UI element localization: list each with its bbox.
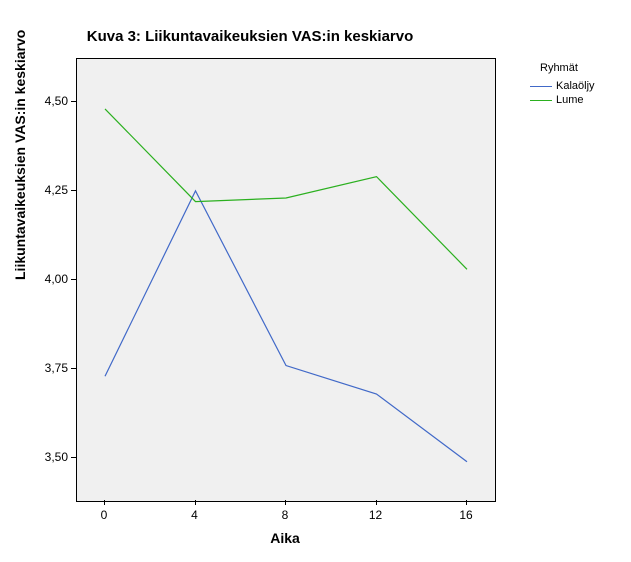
- x-tick: [104, 500, 105, 505]
- series-line-kalaöljy: [105, 191, 467, 462]
- series-line-lume: [105, 109, 467, 269]
- y-tick-label: 3,50: [34, 450, 68, 464]
- y-tick-label: 4,25: [34, 183, 68, 197]
- y-tick: [71, 101, 76, 102]
- x-tick-label: 8: [270, 508, 300, 522]
- legend-swatch-icon: [530, 86, 552, 87]
- y-tick-label: 4,00: [34, 272, 68, 286]
- x-tick-label: 4: [180, 508, 210, 522]
- y-tick: [71, 279, 76, 280]
- legend-label: Lume: [556, 94, 584, 106]
- plot-area: [76, 58, 496, 502]
- y-tick: [71, 190, 76, 191]
- chart-lines-svg: [77, 59, 495, 501]
- chart-container: Kuva 3: Liikuntavaikeuksien VAS:in keski…: [0, 0, 631, 562]
- legend-item-kalaöljy: Kalaöljy: [530, 80, 595, 92]
- y-axis-label: Liikuntavaikeuksien VAS:in keskiarvo: [12, 30, 28, 280]
- x-tick-label: 16: [451, 508, 481, 522]
- legend-swatch-icon: [530, 100, 552, 101]
- x-tick-label: 12: [361, 508, 391, 522]
- legend-title: Ryhmät: [540, 62, 578, 74]
- legend-item-lume: Lume: [530, 94, 584, 106]
- x-tick: [466, 500, 467, 505]
- y-tick: [71, 457, 76, 458]
- x-axis-label: Aika: [76, 530, 494, 546]
- legend-label: Kalaöljy: [556, 80, 595, 92]
- y-tick: [71, 368, 76, 369]
- x-tick-label: 0: [89, 508, 119, 522]
- x-tick: [195, 500, 196, 505]
- y-tick-label: 4,50: [34, 94, 68, 108]
- x-tick: [376, 500, 377, 505]
- chart-title: Kuva 3: Liikuntavaikeuksien VAS:in keski…: [0, 28, 500, 45]
- y-tick-label: 3,75: [34, 361, 68, 375]
- x-tick: [285, 500, 286, 505]
